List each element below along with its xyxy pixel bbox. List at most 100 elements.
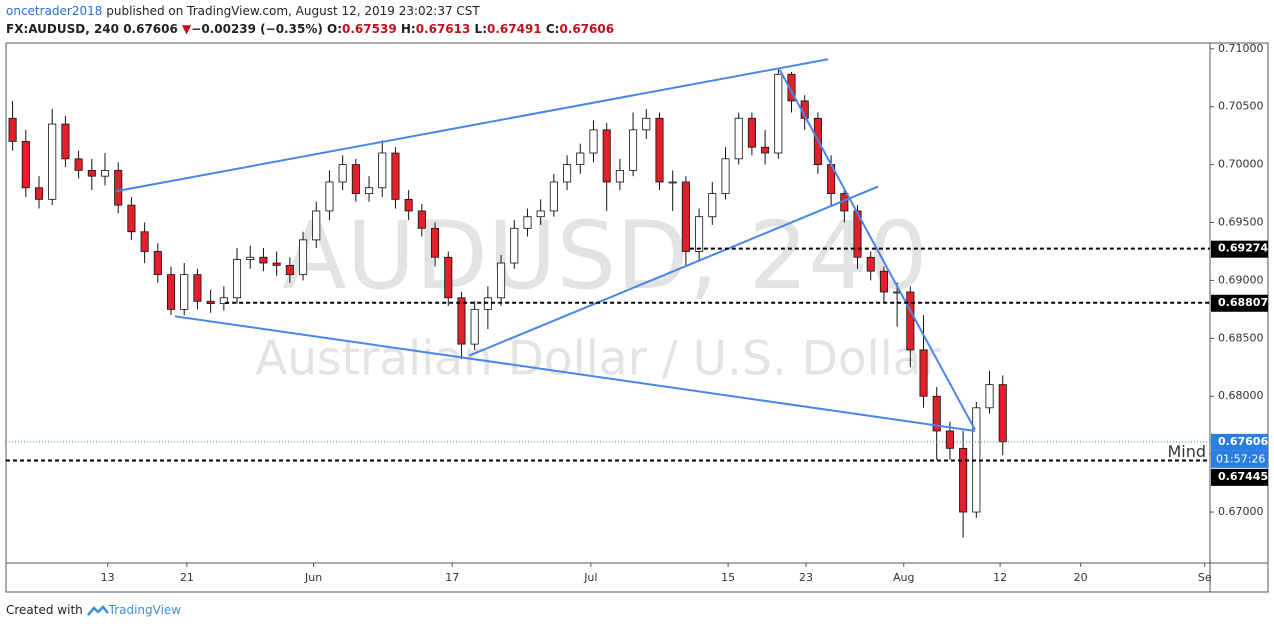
candle-body: [774, 73, 783, 154]
candle-body: [87, 169, 96, 177]
footer: Created with TradingView: [6, 603, 181, 617]
x-tick-label: 21: [180, 571, 194, 584]
trend-line: [778, 69, 976, 431]
x-tick-label: 17: [445, 571, 459, 584]
candle-body: [866, 256, 875, 272]
candle-body: [299, 239, 308, 276]
last: 0.67606: [123, 22, 178, 36]
candle-body: [668, 181, 677, 184]
candle-body: [655, 117, 664, 183]
candle-body: [787, 73, 796, 102]
chart: AUDUSD, 240 Australian Dollar / U.S. Dol…: [5, 42, 1269, 593]
x-tick-label: Jul: [583, 571, 597, 584]
arrow: ▼: [182, 22, 192, 36]
y-tick-label: 0.69000: [1218, 273, 1264, 286]
candle-body: [510, 227, 519, 264]
candle-body: [497, 262, 506, 299]
published: published on TradingView.com, August 12,…: [106, 4, 480, 18]
y-tick-label: 0.67000: [1218, 505, 1264, 518]
x-tick-label: 12: [993, 571, 1007, 584]
close: 0.67606: [559, 22, 615, 36]
candle-body: [563, 164, 572, 183]
candle-body: [206, 300, 215, 304]
countdown-box: [1211, 450, 1268, 468]
candle-body: [721, 158, 730, 194]
candle-body: [48, 123, 57, 200]
candle-body: [959, 447, 968, 513]
y-tick-label: 0.68000: [1218, 389, 1264, 402]
candle-body: [998, 384, 1007, 443]
candle-body: [140, 231, 149, 252]
y-tick-label: 0.70000: [1218, 158, 1264, 171]
candle-body: [457, 297, 466, 345]
candle-body: [681, 181, 690, 252]
candle-body: [602, 129, 611, 183]
o-label: O:: [327, 22, 343, 36]
logo: [86, 604, 109, 616]
y-tick-label: 0.71000: [1218, 42, 1264, 55]
candle-body: [747, 117, 756, 148]
candle-body: [166, 274, 176, 310]
h-label: H:: [400, 22, 416, 36]
candle-body: [536, 210, 545, 218]
x-tick-label: 13: [101, 571, 115, 584]
level-label: 0.69274: [1218, 242, 1268, 255]
candle-body: [325, 181, 334, 212]
candle-body: [114, 169, 123, 206]
candle-body: [549, 181, 558, 212]
candle-body: [351, 164, 360, 194]
countdown: 01:57:26: [1216, 452, 1265, 465]
candle-body: [615, 169, 624, 183]
c-label: C:: [545, 22, 560, 36]
candle-body: [272, 262, 281, 266]
candle-body: [853, 210, 862, 258]
brand[interactable]: TradingView: [108, 603, 182, 617]
candle-body: [219, 297, 228, 304]
candle-body: [708, 193, 717, 218]
price-label: 0.67606: [1218, 435, 1268, 448]
publish-line: oncetrader2018 published on TradingView.…: [6, 4, 480, 18]
candle-body: [761, 146, 770, 154]
low: 0.67491: [487, 22, 542, 36]
candle-body: [906, 291, 915, 351]
candle-body: [391, 152, 400, 200]
level-label-box: [1211, 294, 1268, 312]
author[interactable]: oncetrader2018: [6, 4, 103, 18]
level-label-box: [1211, 468, 1268, 486]
high: 0.67613: [415, 22, 471, 36]
change: −0.00239 (−0.35%): [191, 22, 323, 36]
candle-body: [945, 430, 954, 449]
x-tick-label: Se: [1198, 571, 1212, 584]
watermark-sub: Australian Dollar / U.S. Dollar: [255, 332, 941, 387]
candle-body: [919, 349, 928, 397]
candle-body: [378, 152, 387, 189]
x-tick-label: 15: [721, 571, 735, 584]
y-tick-label: 0.68500: [1218, 331, 1264, 344]
candle-body: [365, 187, 374, 194]
candle-body: [734, 117, 743, 160]
trend-line: [174, 315, 976, 432]
level-label-box: [1211, 240, 1268, 258]
candle-body: [470, 308, 479, 345]
candle-body: [246, 256, 255, 260]
level-label: 0.68807: [1218, 296, 1268, 309]
candle-body: [404, 198, 413, 212]
symbol: FX:AUDUSD, 240: [6, 22, 120, 36]
x-tick-label: Jun: [304, 571, 322, 584]
trend-line: [468, 185, 879, 357]
x-tick-label: 23: [799, 571, 813, 584]
y-tick-label: 0.70500: [1218, 100, 1264, 113]
candle-body: [431, 227, 440, 258]
watermark: AUDUSD, 240: [282, 202, 928, 311]
trend-line: [115, 58, 829, 193]
x-tick-label: Aug: [893, 571, 914, 584]
frame: [5, 42, 1269, 593]
candle-body: [629, 129, 638, 171]
candle-body: [127, 204, 136, 233]
candle-body: [61, 123, 70, 160]
candle-body: [589, 129, 598, 154]
candle-body: [879, 270, 888, 293]
candle-body: [8, 117, 17, 142]
candle-body: [259, 256, 268, 264]
